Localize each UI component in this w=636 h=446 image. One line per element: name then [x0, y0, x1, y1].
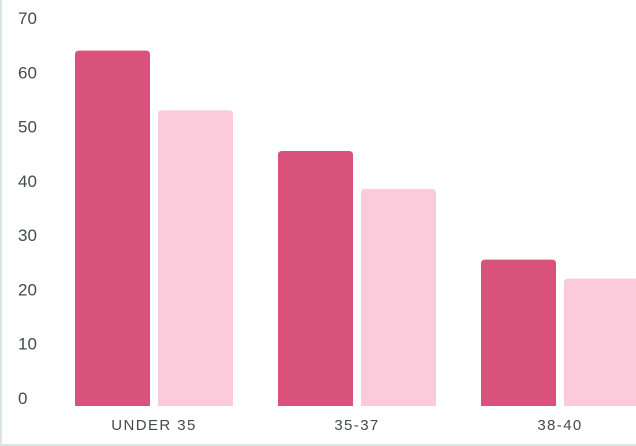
- y-tick-label: 20: [18, 280, 37, 299]
- category-label: UNDER 35: [111, 417, 196, 434]
- y-tick-label: 60: [18, 63, 37, 82]
- y-tick-label: 40: [18, 172, 37, 191]
- y-tick-label: 50: [18, 118, 37, 137]
- y-tick-label: 70: [18, 9, 37, 28]
- bar-series-2-2: [564, 278, 636, 406]
- bar-series-2-1: [361, 189, 436, 406]
- bar-series-2-0: [158, 110, 233, 407]
- bar-series-1-0: [75, 50, 150, 406]
- y-tick-label: 10: [18, 335, 37, 354]
- bar-series-1-1: [278, 151, 353, 406]
- y-tick-label: 30: [18, 226, 37, 245]
- category-label: 35-37: [334, 417, 379, 434]
- bar-series-1-2: [481, 259, 556, 406]
- y-tick-label: 0: [18, 389, 27, 408]
- category-label: 38-40: [537, 417, 582, 434]
